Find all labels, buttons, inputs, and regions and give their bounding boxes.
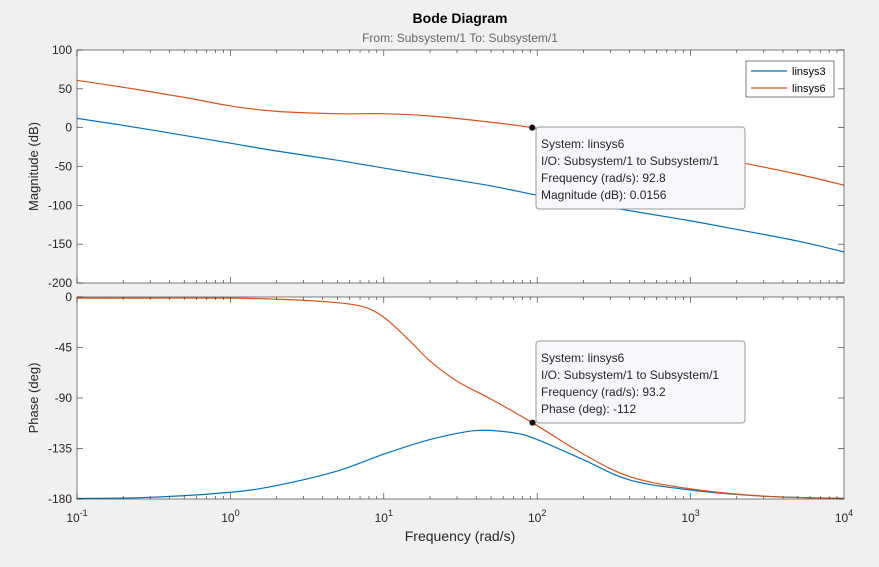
phase-y-tick-label: 0 (65, 290, 72, 304)
magnitude-y-tick-label: -150 (48, 237, 72, 251)
magnitude-y-tick-label: -200 (48, 276, 72, 290)
magnitude-x-ticks (76, 50, 838, 283)
phase-x-ticks (76, 297, 838, 499)
magnitude-y-tick-label: 50 (59, 82, 73, 96)
chart-title: Bode Diagram (413, 10, 508, 26)
magnitude-datatip-line: Frequency (rad/s): 92.8 (541, 171, 666, 185)
magnitude-datatip-box (535, 126, 746, 210)
phase-series-linsys6 (77, 297, 844, 499)
legend-entry-linsys6: linsys6 (792, 83, 826, 95)
magnitude-datatip-marker[interactable] (529, 124, 536, 131)
chart-subtitle: From: Subsystem/1 To: Subsystem/1 (362, 31, 558, 45)
x-tick-label: 102 (528, 508, 546, 525)
phase-datatip-line: System: linsys6 (541, 351, 625, 365)
magnitude-datatip-line: Magnitude (dB): 0.0156 (541, 188, 667, 202)
x-tick-label: 10-1 (66, 508, 87, 525)
phase-y-tick-label: -90 (55, 391, 73, 405)
magnitude-y-tick-label: 100 (52, 43, 72, 57)
x-tick-labels: 10-1 100 101 102 103 104 (66, 508, 853, 525)
x-tick-label: 101 (375, 508, 393, 525)
phase-datatip-line: I/O: Subsystem/1 to Subsystem/1 (541, 368, 719, 382)
phase-datatip-line: Phase (deg): -112 (541, 402, 636, 416)
magnitude-y-tick-label: 0 (65, 121, 72, 135)
phase-y-tick-label: -45 (55, 341, 73, 355)
magnitude-y-tick-label: -50 (55, 160, 73, 174)
legend-entry-linsys3: linsys3 (792, 66, 826, 78)
x-tick-label: 103 (681, 508, 699, 525)
x-tick-label: 104 (835, 508, 853, 525)
phase-y-tick-label: -135 (48, 442, 72, 456)
phase-datatip-box (535, 340, 746, 424)
legend: linsys3 linsys6 (745, 60, 835, 98)
magnitude-y-tick-label: -100 (48, 198, 72, 212)
magnitude-series-linsys3 (77, 117, 844, 253)
x-axis-label: Frequency (rad/s) (405, 528, 515, 544)
phase-datatip-marker[interactable] (529, 419, 536, 426)
magnitude-datatip[interactable]: System: linsys6 I/O: Subsystem/1 to Subsy… (529, 124, 746, 210)
magnitude-datatip-line: System: linsys6 (541, 137, 625, 151)
phase-y-tick-label: -180 (48, 492, 72, 506)
magnitude-datatip-line: I/O: Subsystem/1 to Subsystem/1 (541, 154, 719, 168)
phase-y-axis-label: Phase (deg) (26, 363, 41, 434)
phase-datatip-line: Frequency (rad/s): 93.2 (541, 385, 666, 399)
phase-datatip[interactable]: System: linsys6 I/O: Subsystem/1 to Subsy… (529, 340, 746, 426)
x-tick-label: 100 (221, 508, 239, 525)
magnitude-y-axis-label: Magnitude (dB) (26, 122, 41, 211)
phase-series-linsys3 (77, 429, 844, 499)
